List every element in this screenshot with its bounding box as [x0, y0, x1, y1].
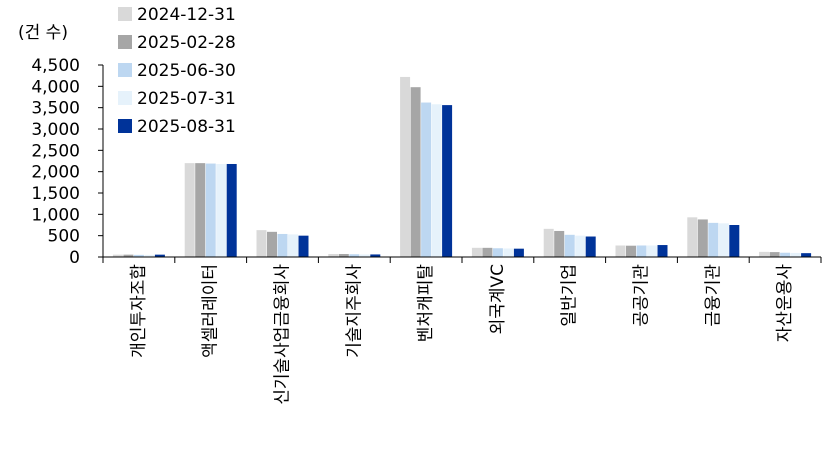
bar [759, 251, 770, 257]
bar [503, 248, 514, 257]
bar [112, 254, 123, 257]
bar [657, 245, 668, 257]
bar [708, 222, 719, 257]
y-axis: 05001,0001,5002,0002,5003,0003,5004,0004… [31, 56, 104, 268]
bar [575, 235, 586, 257]
bar [697, 219, 708, 257]
bar [288, 234, 298, 257]
legend-swatch [118, 35, 132, 49]
bar [133, 254, 144, 257]
y-tick-label: 3,500 [31, 99, 80, 119]
bar [564, 234, 575, 257]
bar [687, 217, 698, 257]
bar [421, 102, 432, 258]
legend-label: 2024-12-31 [137, 5, 236, 25]
x-category-label: 공공기관 [632, 264, 652, 327]
bar [154, 254, 165, 257]
bar [256, 230, 267, 257]
bar [492, 248, 503, 257]
bar [801, 253, 812, 257]
y-tick-label: 4,500 [31, 56, 80, 76]
x-category-label: 자산운용사 [775, 264, 795, 343]
legend-label: 2025-06-30 [137, 61, 236, 81]
x-axis: 개인투자조합 액셀러레이터 신기술사업금융회사 기술지주회사 벤처캐피탈 외국계VC 일반기… [102, 256, 822, 405]
legend-swatch [118, 63, 132, 77]
bar [615, 245, 626, 257]
bar [205, 163, 216, 257]
legend-swatch [118, 91, 132, 105]
y-unit-label: (건 수) [18, 23, 68, 43]
bar [554, 230, 565, 257]
bar [359, 254, 370, 257]
bar [769, 252, 780, 257]
bar [729, 225, 740, 257]
x-category-label: 일반기업 [560, 264, 580, 327]
bar [585, 236, 596, 257]
bar [790, 252, 801, 257]
bar [226, 163, 237, 257]
legend-label: 2025-02-28 [137, 33, 236, 53]
x-category-label: 외국계VC [488, 264, 508, 334]
bar [718, 223, 729, 257]
bar [431, 104, 442, 258]
bar [328, 254, 339, 257]
legend: 2024-12-31 2025-02-28 2025-06-30 2025-07-31… [118, 5, 236, 137]
y-tick-label: 0 [69, 248, 80, 268]
x-category-label: 벤처캐피탈 [416, 264, 436, 343]
bar [442, 105, 453, 258]
y-tick-label: 4,000 [31, 77, 80, 97]
legend-swatch [118, 119, 132, 133]
bar [338, 254, 349, 257]
bar [400, 76, 411, 258]
x-category-label: 금융기관 [703, 264, 723, 327]
bar [277, 233, 288, 257]
bar [780, 252, 791, 257]
bar [543, 228, 554, 257]
bar [471, 247, 482, 257]
bar [184, 163, 195, 257]
y-tick-label: 3,000 [31, 120, 80, 140]
y-tick-label: 2,500 [31, 141, 80, 161]
bar [647, 245, 657, 257]
x-category-label: 신기술사업금융회사 [273, 264, 293, 405]
x-category-label: 기술지주회사 [344, 264, 364, 358]
legend-label: 2025-07-31 [137, 89, 236, 109]
legend-label: 2025-08-31 [137, 117, 236, 137]
y-tick-label: 500 [48, 227, 80, 247]
bar [195, 163, 206, 257]
bar [370, 254, 381, 257]
legend-swatch [118, 7, 132, 21]
bar [636, 245, 647, 257]
bar [123, 254, 134, 257]
bars [112, 76, 812, 258]
bar [298, 235, 309, 257]
bar [513, 248, 524, 257]
y-tick-label: 1,500 [31, 184, 80, 204]
x-category-label: 개인투자조합 [129, 264, 149, 358]
bar [144, 254, 155, 257]
x-category-label: 액셀러레이터 [201, 264, 221, 358]
bar [410, 87, 421, 257]
bar [349, 254, 360, 257]
y-tick-label: 1,000 [31, 205, 80, 225]
bar [216, 163, 227, 257]
bar [626, 245, 636, 257]
bar [482, 247, 493, 257]
y-tick-label: 2,000 [31, 163, 80, 183]
bar [267, 231, 277, 257]
